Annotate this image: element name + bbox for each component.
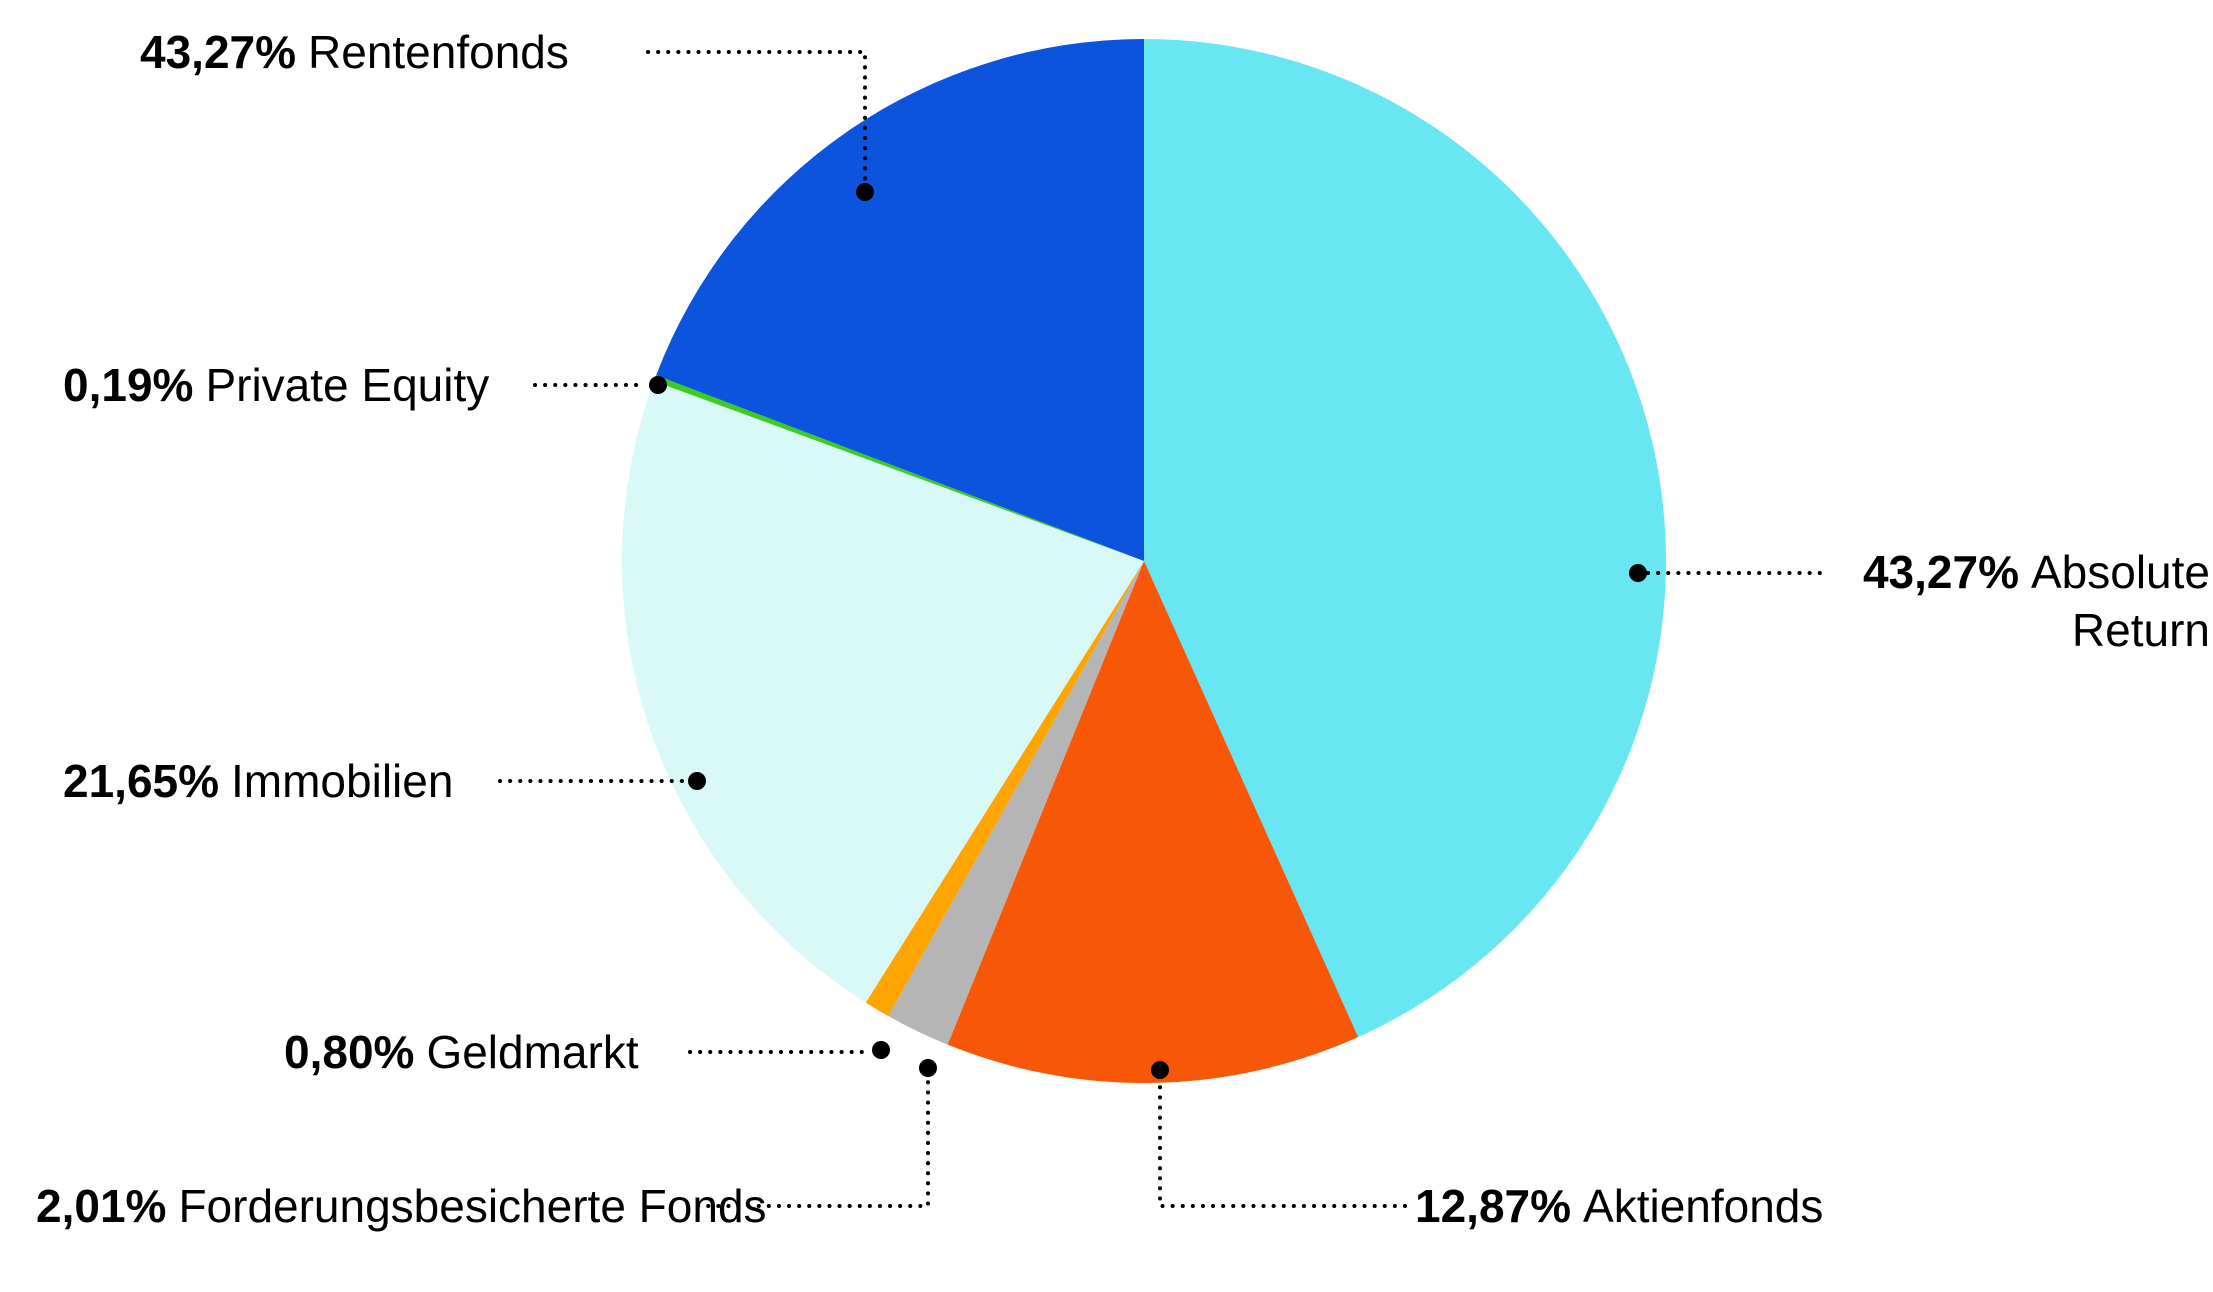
rentenfonds-name: Rentenfonds [308, 26, 569, 78]
slice-private-equity [653, 375, 1144, 561]
rentenfonds-anchor-dot [856, 183, 874, 201]
label-geldmarkt: 0,80% Geldmarkt [284, 1024, 639, 1082]
geldmarkt-percent: 0,80% [284, 1026, 415, 1078]
slice-geldmarkt [865, 561, 1144, 1017]
label-forderungsbesicherte-fonds: 2,01% Forderungsbesicherte Fonds [36, 1178, 853, 1236]
label-absolute-return: 43,27% Absolute Return [1790, 544, 2210, 660]
immobilien-name: Immobilien [231, 755, 454, 807]
aktienfonds-leader-line [1158, 1080, 1407, 1208]
private-equity-anchor-dot [649, 376, 667, 394]
forderungsbesicherte-fonds-name: Forderungsbesicherte Fonds [178, 1180, 767, 1232]
aktienfonds-name: Aktienfonds [1583, 1180, 1824, 1232]
label-rentenfonds: 43,27% Rentenfonds [140, 24, 569, 82]
geldmarkt-anchor-dot [872, 1041, 890, 1059]
absolute-return-anchor-dot [1629, 564, 1647, 582]
slice-rentenfonds [656, 39, 1144, 561]
immobilien-percent: 21,65% [63, 755, 220, 807]
aktienfonds-percent: 12,87% [1415, 1180, 1572, 1232]
forderungsbesicherte-fonds-leader-line [686, 1080, 930, 1208]
slice-immobilien [621, 381, 1144, 1003]
pie-slices-group [621, 39, 1666, 1083]
slice-absolute-return [1144, 39, 1666, 1038]
label-immobilien: 21,65% Immobilien [63, 753, 453, 811]
aktienfonds-anchor-dot [1151, 1061, 1169, 1079]
immobilien-anchor-dot [688, 772, 706, 790]
slice-forderungsbesicherte-fonds [888, 561, 1144, 1045]
forderungsbesicherte-fonds-percent: 2,01% [36, 1180, 167, 1232]
rentenfonds-percent: 43,27% [140, 26, 297, 78]
absolute-return-percent: 43,27% [1862, 546, 2019, 598]
private-equity-percent: 0,19% [63, 359, 194, 411]
slice-aktienfonds [947, 561, 1359, 1083]
forderungsbesicherte-fonds-anchor-dot [919, 1059, 937, 1077]
private-equity-name: Private Equity [205, 359, 490, 411]
label-private-equity: 0,19% Private Equity [63, 357, 489, 415]
geldmarkt-name: Geldmarkt [426, 1026, 639, 1078]
absolute-return-name: Absolute Return [2030, 546, 2210, 656]
rentenfonds-leader-line [646, 50, 867, 182]
label-aktienfonds: 12,87% Aktienfonds [1415, 1178, 1823, 1236]
